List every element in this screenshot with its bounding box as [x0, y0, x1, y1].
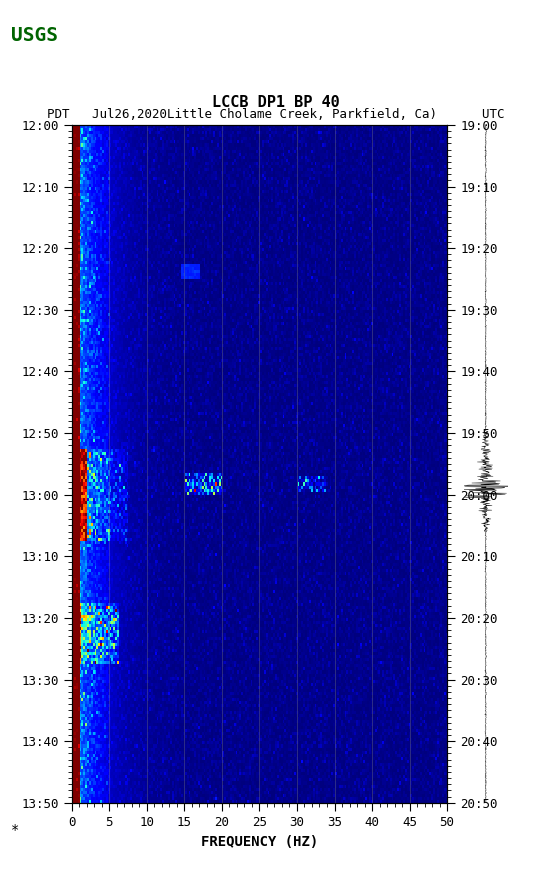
Text: PDT   Jul26,2020Little Cholame Creek, Parkfield, Ca)      UTC: PDT Jul26,2020Little Cholame Creek, Park…: [47, 108, 505, 120]
Text: *: *: [11, 823, 19, 837]
Text: USGS: USGS: [11, 26, 58, 45]
X-axis label: FREQUENCY (HZ): FREQUENCY (HZ): [201, 835, 318, 848]
Text: LCCB DP1 BP 40: LCCB DP1 BP 40: [212, 95, 340, 110]
